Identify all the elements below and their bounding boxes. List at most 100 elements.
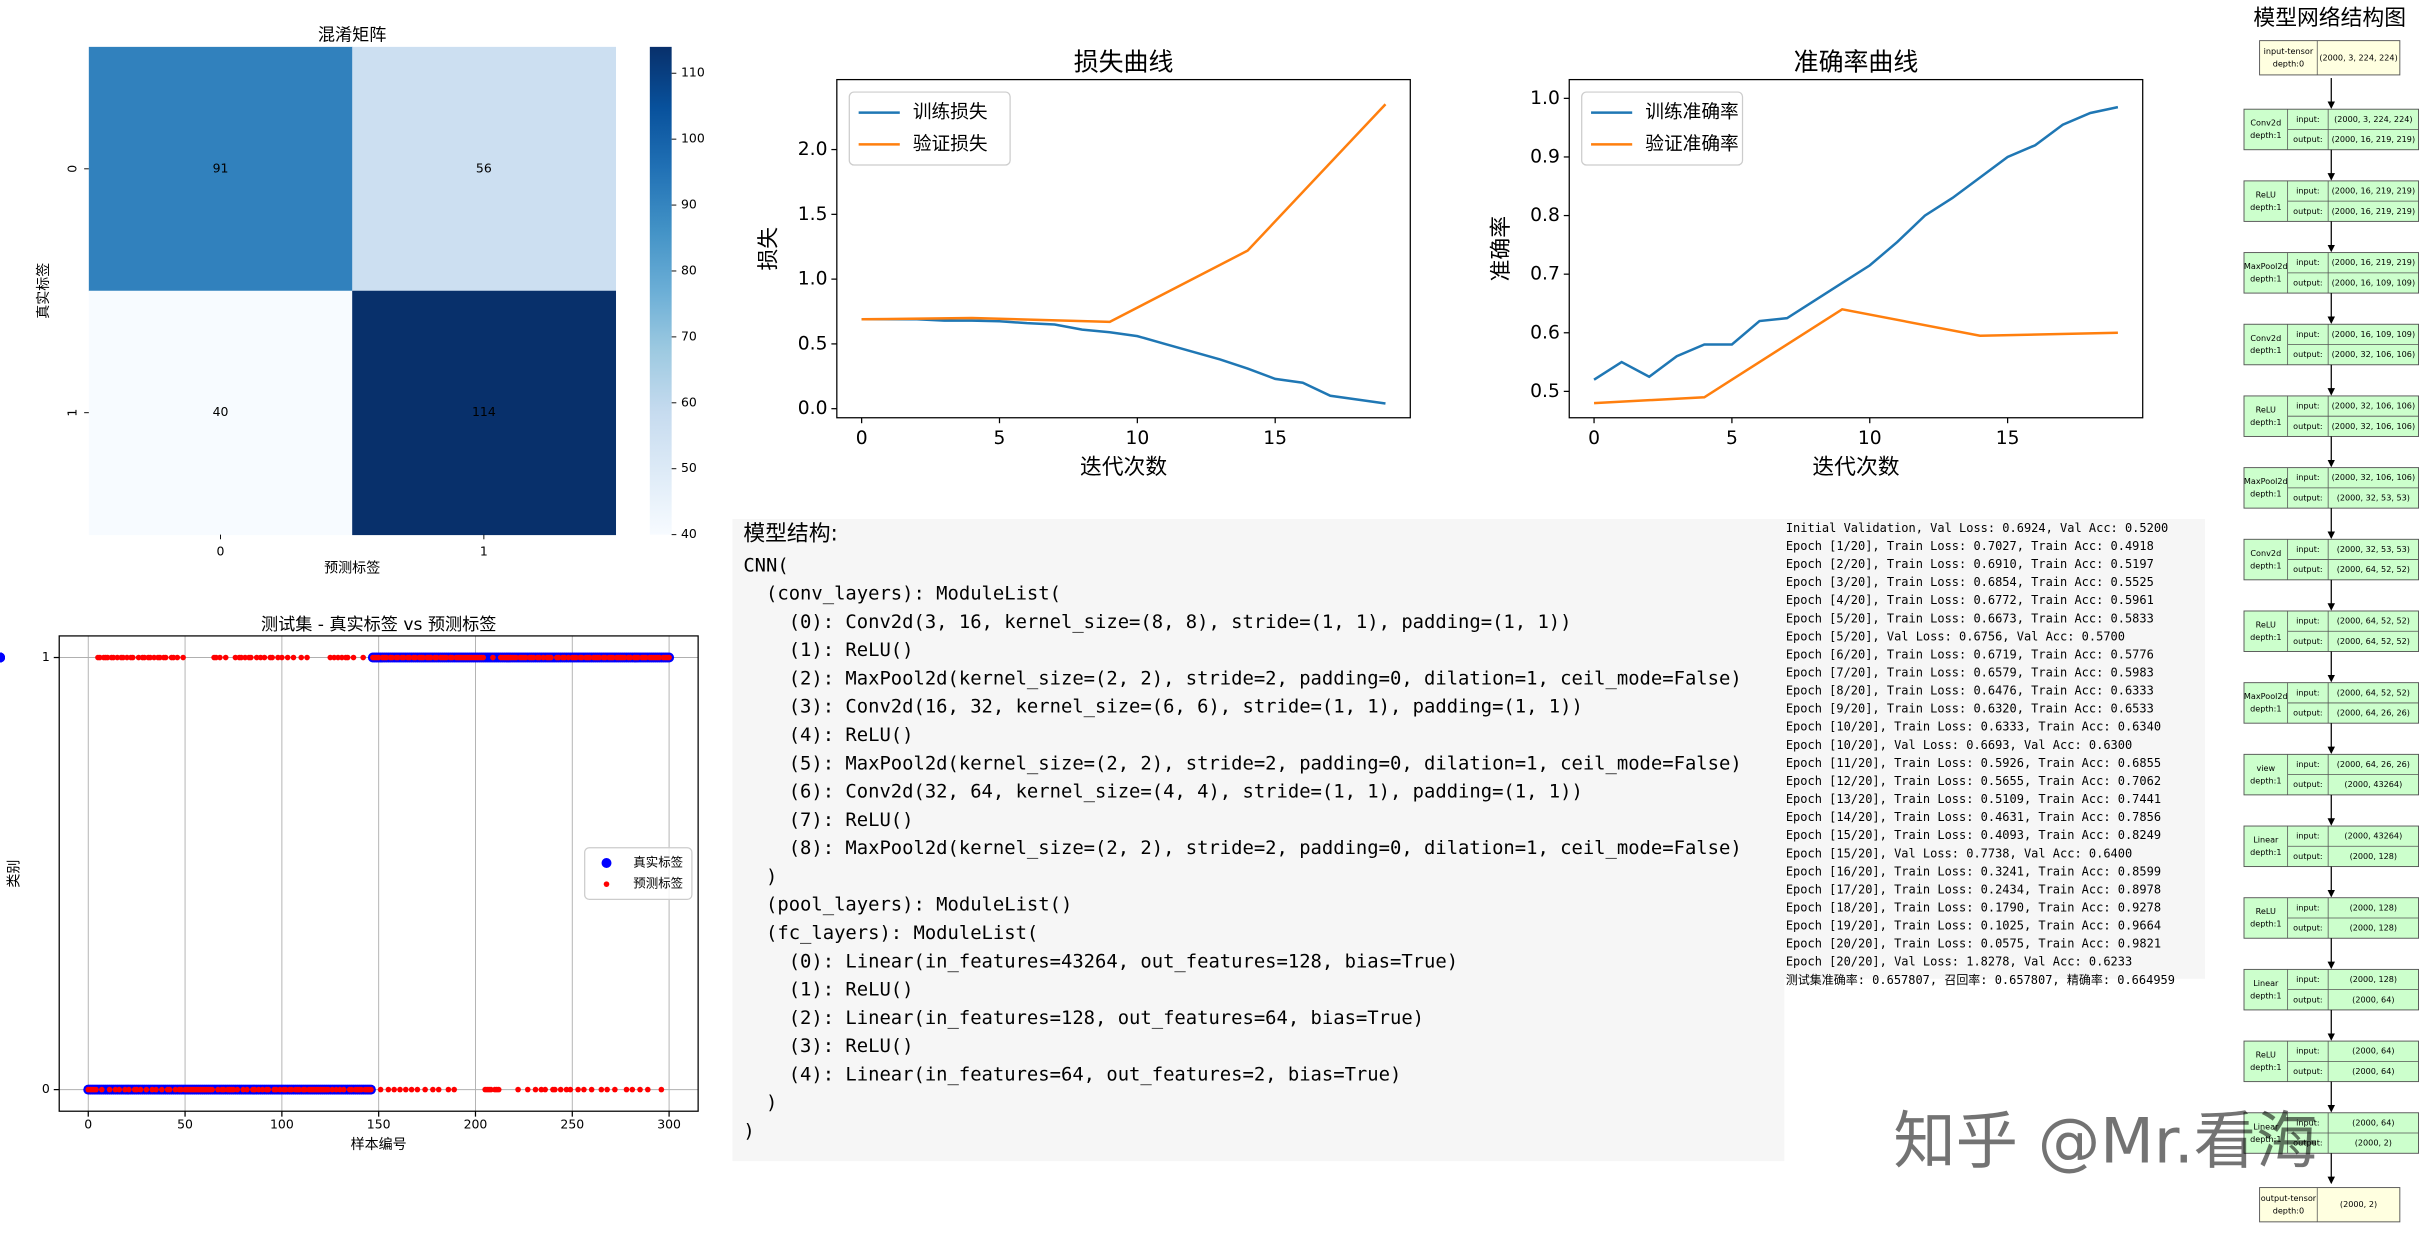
scatter-point — [524, 1086, 531, 1093]
y-tick-label: 0.5 — [1530, 381, 1560, 402]
scatter-point — [350, 654, 357, 661]
node-name: ReLU — [2256, 1050, 2276, 1060]
scatter-point — [209, 1086, 215, 1093]
legend-label: 训练准确率 — [1645, 102, 1738, 123]
node-output-label: output: — [2293, 206, 2322, 216]
colorbar — [649, 46, 672, 535]
node-input: (2000, 32, 53, 53) — [2337, 544, 2410, 554]
legend-swatch — [603, 881, 610, 887]
node-input: (2000, 16, 219, 219) — [2332, 186, 2416, 196]
plot-frame — [1568, 78, 2144, 419]
scatter-point — [536, 654, 543, 661]
scatter-point — [389, 654, 396, 661]
scatter-point — [284, 654, 291, 661]
scatter-point — [335, 654, 341, 661]
node-input: (2000, 128) — [2350, 974, 2398, 984]
node-name: ReLU — [2256, 620, 2276, 630]
scatter-point — [513, 654, 519, 661]
colorbar-tick-label: 100 — [681, 131, 705, 146]
node-output: (2000, 16, 219, 219) — [2332, 206, 2416, 216]
scatter-point — [329, 1086, 336, 1093]
node-output: (2000, 16, 219, 219) — [2332, 134, 2416, 144]
scatter-point — [360, 654, 366, 661]
scatter-point — [435, 1086, 442, 1093]
node-name: ReLU — [2256, 404, 2276, 414]
log-line: Epoch [20/20], Val Loss: 1.8278, Val Acc… — [1786, 955, 2132, 969]
node-output: (2000, 64) — [2352, 994, 2394, 1004]
scatter-point — [259, 1086, 266, 1093]
scatter-point — [135, 654, 142, 661]
scatter-point — [433, 654, 440, 661]
node-input-label: input: — [2296, 687, 2320, 697]
scatter-point — [495, 1086, 502, 1093]
scatter-point — [408, 1086, 415, 1093]
node-depth: depth:1 — [2250, 560, 2281, 570]
code-line: (3): ReLU() — [743, 1036, 913, 1057]
node-depth: depth:1 — [2250, 130, 2281, 140]
plot-frame — [58, 635, 699, 1112]
scatter-point — [265, 1086, 272, 1093]
node-output: (2000, 64, 52, 52) — [2337, 636, 2410, 646]
scatter-point — [538, 1086, 545, 1093]
scatter-point — [658, 1086, 665, 1093]
node-name: ReLU — [2256, 906, 2276, 916]
log-line: Epoch [19/20], Train Loss: 0.1025, Train… — [1786, 919, 2161, 933]
node-output-label: output: — [2293, 994, 2322, 1004]
colorbar-tick-label: 70 — [681, 328, 697, 343]
scatter-point — [490, 654, 496, 661]
scatter-point — [129, 654, 136, 661]
scatter-point — [358, 1086, 365, 1093]
log-line: Epoch [8/20], Train Loss: 0.6476, Train … — [1786, 684, 2154, 698]
scatter-point — [532, 1086, 539, 1093]
scatter-point — [288, 1086, 295, 1093]
scatter-point — [643, 654, 649, 661]
watermark: 知乎 @Mr.看海 — [1893, 1105, 2318, 1178]
x-axis-label: 迭代次数 — [1080, 455, 1167, 480]
node-output-label: output: — [2293, 134, 2322, 144]
y-tick-label: 1 — [65, 409, 80, 417]
node-depth: depth:1 — [2250, 1062, 2281, 1072]
code-line: (1): ReLU() — [743, 980, 913, 1001]
scatter-point — [180, 654, 186, 661]
series-line — [1593, 105, 2119, 381]
node-shape: (2000, 3, 224, 224) — [2319, 52, 2397, 62]
y-axis-label: 损失 — [757, 227, 782, 271]
scatter-point — [621, 654, 628, 661]
log-line: Epoch [18/20], Train Loss: 0.1790, Train… — [1786, 901, 2161, 915]
scatter-point — [275, 654, 281, 661]
x-tick-label: 0 — [217, 543, 225, 558]
legend-box — [848, 91, 1011, 166]
scatter-point — [222, 654, 229, 661]
node-input-label: input: — [2296, 974, 2320, 984]
node-input: (2000, 16, 219, 219) — [2332, 257, 2416, 267]
scatter-point — [215, 1086, 221, 1093]
x-tick-label: 150 — [367, 1116, 391, 1131]
node-input-label: input: — [2296, 329, 2320, 339]
scatter-point — [397, 1086, 403, 1093]
scatter-point — [149, 1086, 155, 1093]
node-output-label: output: — [2293, 851, 2322, 861]
node-output-label: output: — [2293, 923, 2322, 933]
scatter-point — [178, 1086, 184, 1093]
node-output-label: output: — [2293, 779, 2322, 789]
scatter-point — [385, 1086, 392, 1093]
node-input: (2000, 32, 106, 106) — [2332, 401, 2416, 411]
node-depth: depth:1 — [2250, 489, 2281, 499]
scatter-point — [244, 1086, 250, 1093]
scatter-point — [114, 654, 121, 661]
scatter-point — [575, 1086, 581, 1093]
code-line: ) — [743, 1093, 777, 1114]
scatter-point — [273, 1086, 279, 1093]
x-tick-label: 50 — [177, 1116, 193, 1131]
code-line: (2): MaxPool2d(kernel_size=(2, 2), strid… — [743, 668, 1741, 689]
colorbar-tick-label: 110 — [681, 65, 705, 80]
tensor-node — [2259, 1187, 2401, 1223]
node-depth: depth:1 — [2250, 1134, 2281, 1144]
node-name: MaxPool2d — [2244, 261, 2288, 271]
scatter-point — [635, 654, 641, 661]
node-name: view — [2256, 763, 2275, 773]
colorbar-tick-label: 50 — [681, 460, 697, 475]
node-input-label: input: — [2296, 1117, 2320, 1127]
code-line: (3): Conv2d(16, 32, kernel_size=(6, 6), … — [743, 697, 1583, 718]
